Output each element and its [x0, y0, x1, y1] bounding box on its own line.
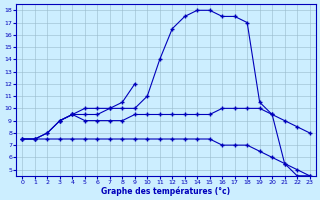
X-axis label: Graphe des températures (°c): Graphe des températures (°c)	[101, 186, 231, 196]
